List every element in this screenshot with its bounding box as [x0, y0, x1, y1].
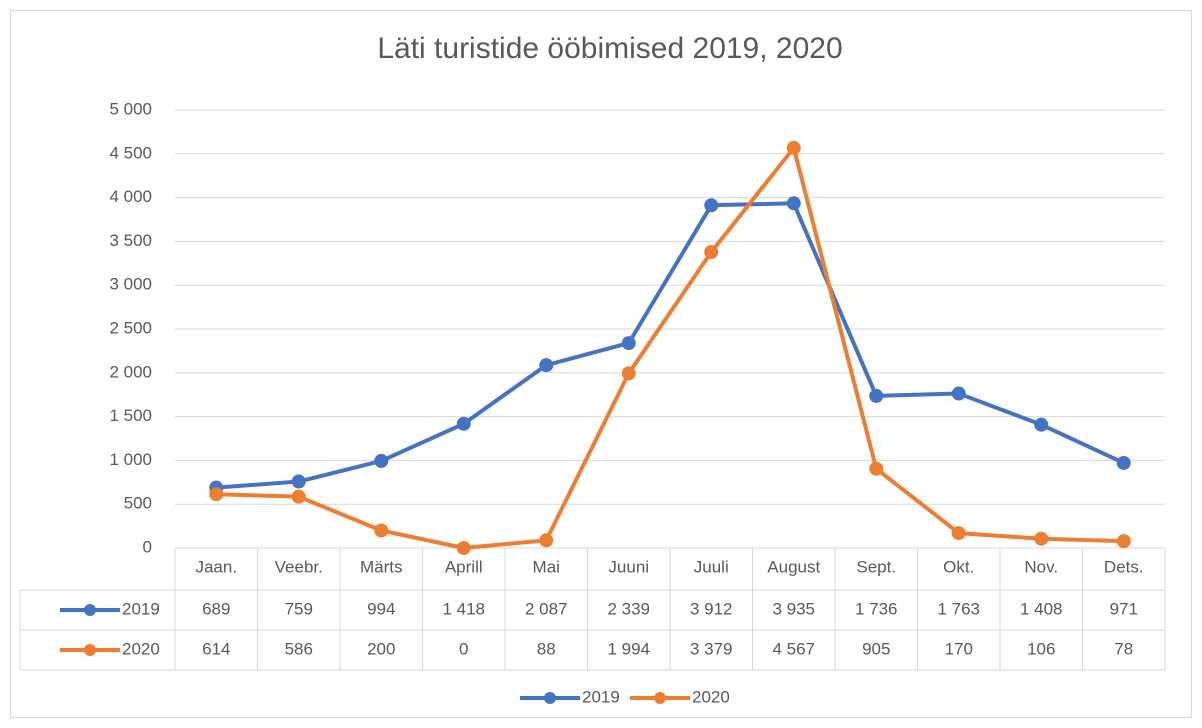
table-row-label: 2019 — [122, 599, 160, 618]
y-tick-label: 2 000 — [109, 362, 152, 381]
table-cell: 1 736 — [855, 599, 898, 618]
point — [291, 474, 306, 489]
table-cell: 1 763 — [937, 599, 980, 618]
table-cell: 170 — [945, 639, 973, 658]
y-tick-label: 3 500 — [109, 231, 152, 250]
point — [291, 489, 306, 504]
legend-key-marker — [654, 692, 666, 704]
point — [1116, 534, 1131, 549]
point — [621, 366, 636, 381]
y-tick-label: 4 000 — [109, 187, 152, 206]
series-line — [216, 201, 1125, 490]
x-tick-label: Dets. — [1104, 557, 1144, 576]
point — [1116, 455, 1131, 470]
table-cell: 2 339 — [607, 599, 650, 618]
table-cell: 971 — [1110, 599, 1138, 618]
table-row-key-marker — [84, 604, 96, 616]
table-cell: 1 994 — [607, 639, 650, 658]
x-tick-label: Märts — [360, 557, 403, 576]
point — [869, 461, 884, 476]
y-tick-label: 2 500 — [109, 318, 152, 337]
x-tick-label: Sept. — [856, 557, 896, 576]
chart-title: Läti turistide ööbimised 2019, 2020 — [377, 32, 842, 65]
point — [456, 416, 471, 431]
point — [951, 386, 966, 401]
x-tick-label: Mai — [533, 557, 560, 576]
table-cell: 3 379 — [690, 639, 733, 658]
point — [1034, 531, 1049, 546]
point — [374, 523, 389, 538]
point — [456, 541, 471, 555]
table-cell: 586 — [285, 639, 313, 658]
point — [539, 358, 554, 373]
x-tick-label: Nov. — [1024, 557, 1058, 576]
table-cell: 689 — [202, 599, 230, 618]
x-tick-label: August — [767, 557, 820, 576]
table-cell: 905 — [862, 639, 890, 658]
table-cell: 1 418 — [442, 599, 485, 618]
point — [786, 140, 801, 155]
point — [621, 336, 636, 351]
y-tick-label: 3 000 — [109, 275, 152, 294]
table-cell: 106 — [1027, 639, 1055, 658]
point — [374, 453, 389, 468]
x-tick-label: Aprill — [445, 557, 483, 576]
table-cell: 88 — [537, 639, 556, 658]
y-tick-label: 5 000 — [109, 99, 152, 118]
x-tick-label: Okt. — [943, 557, 974, 576]
point — [786, 196, 801, 211]
y-tick-label: 0 — [143, 537, 152, 556]
y-tick-label: 1 000 — [109, 450, 152, 469]
x-tick-label: Jaan. — [195, 557, 237, 576]
table-row-key-marker — [84, 644, 96, 656]
table-cell: 0 — [459, 639, 468, 658]
legend-key-marker — [544, 692, 556, 704]
table-cell: 3 935 — [772, 599, 815, 618]
table-cell: 78 — [1114, 639, 1133, 658]
point — [1034, 417, 1049, 432]
y-tick-label: 500 — [124, 494, 152, 513]
y-tick-label: 4 500 — [109, 143, 152, 162]
table-cell: 994 — [367, 599, 395, 618]
y-tick-label: 1 500 — [109, 406, 152, 425]
legend-label: 2020 — [692, 687, 730, 706]
point — [704, 244, 719, 259]
point — [209, 487, 224, 502]
table-cell: 200 — [367, 639, 395, 658]
table-cell: 3 912 — [690, 599, 733, 618]
point — [539, 533, 554, 548]
x-tick-label: Juuni — [608, 557, 649, 576]
legend-label: 2019 — [582, 687, 620, 706]
point — [704, 198, 719, 213]
table-cell: 614 — [202, 639, 230, 658]
chart-border — [10, 10, 1192, 718]
point — [869, 388, 884, 403]
point — [951, 526, 966, 541]
x-tick-label: Juuli — [694, 557, 729, 576]
x-tick-label: Veebr. — [275, 557, 323, 576]
table-cell: 759 — [285, 599, 313, 618]
table-cell: 1 408 — [1020, 599, 1063, 618]
table-cell: 4 567 — [772, 639, 815, 658]
table-cell: 2 087 — [525, 599, 568, 618]
table-row-label: 2020 — [122, 639, 160, 658]
series-line — [216, 145, 1124, 550]
